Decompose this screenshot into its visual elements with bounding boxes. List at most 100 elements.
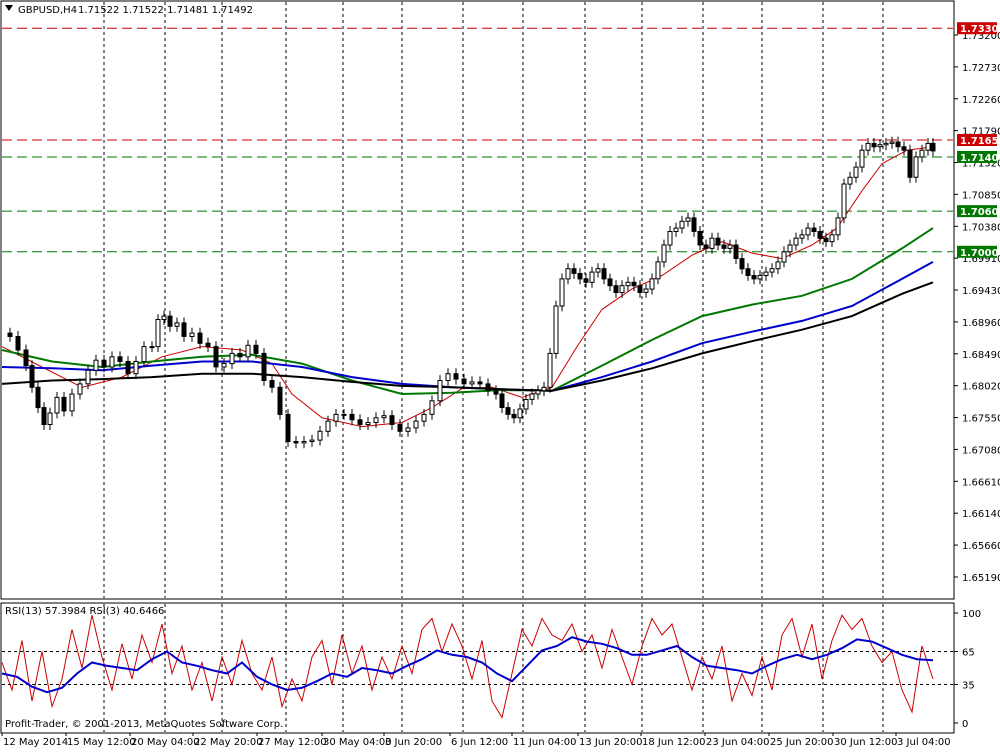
candle-body-43 <box>325 420 331 432</box>
rsi-tick-label-3: 0 <box>962 719 968 730</box>
candle-body-66 <box>505 407 511 415</box>
candle-body-82 <box>601 268 607 280</box>
candle-body-44 <box>333 413 339 422</box>
main-panel-frame <box>0 0 955 600</box>
level-tag-0 <box>957 22 997 35</box>
moving-averages <box>1 146 934 428</box>
candle-body-24 <box>174 322 180 327</box>
candle-body-30 <box>221 363 227 368</box>
candle-body-49 <box>373 417 379 423</box>
candle-body-135 <box>919 149 925 158</box>
time-tick-label-1: 15 May 12:00 <box>67 737 136 748</box>
candle-body-85 <box>619 285 625 294</box>
candle-body-71 <box>535 390 541 395</box>
time-tick-label-0: 12 May 2014 <box>3 737 68 748</box>
candle-body-14 <box>101 359 107 368</box>
rsi-tick-label-2: 35 <box>962 681 975 692</box>
candle-body-41 <box>309 439 315 443</box>
rsi-panel-frame <box>0 602 955 734</box>
time-tick-label-3: 22 May 20:00 <box>194 737 263 748</box>
level-tag-label-2: 1.71400 <box>960 153 1000 164</box>
candle-body-15 <box>109 356 115 368</box>
time-tick-label-11: 23 Jun 04:00 <box>706 737 770 748</box>
candle-body-133 <box>907 149 913 178</box>
level-tag-3 <box>957 205 997 218</box>
candle-body-45 <box>341 413 347 416</box>
candle-body-19 <box>141 346 147 363</box>
candle-body-56 <box>429 400 435 415</box>
candle-body-129 <box>883 142 889 146</box>
rsi-tick-label-1: 65 <box>962 648 975 659</box>
price-tick-label-9: 1.68960 <box>962 318 1000 329</box>
candle-body-121 <box>835 217 841 236</box>
candle-body-84 <box>613 285 619 294</box>
candle-body-31 <box>229 352 235 365</box>
rsi-axis: 100 65 35 0 <box>954 609 981 730</box>
price-tick-label-4: 1.71320 <box>962 159 1000 170</box>
rsi-fast-line <box>1 614 934 719</box>
candle-body-57 <box>437 380 443 402</box>
candle-body-83 <box>607 278 613 287</box>
price-tick-label-6: 1.70380 <box>962 222 1000 233</box>
candle-body-12 <box>85 369 91 385</box>
price-tick-label-16: 1.65660 <box>962 541 1000 552</box>
candle-body-52 <box>397 424 403 432</box>
candle-body-134 <box>913 156 919 178</box>
time-tick-label-12: 25 Jun 20:00 <box>770 737 834 748</box>
candle-body-96 <box>685 217 691 222</box>
candle-body-92 <box>661 244 667 263</box>
candle-body-5 <box>35 386 41 409</box>
time-tick-label-9: 13 Jun 20:00 <box>579 737 643 748</box>
candle-body-37 <box>277 386 283 415</box>
time-tick-label-5: 30 May 04:00 <box>323 737 392 748</box>
level-tag-label-1: 1.71650 <box>960 136 1000 147</box>
price-tick-label-0: 1.73200 <box>962 31 1000 42</box>
time-tick-label-7: 6 Jun 12:00 <box>451 737 508 748</box>
candle-body-108 <box>757 275 763 280</box>
candle-body-60 <box>461 378 467 385</box>
candle-body-2 <box>15 336 21 351</box>
candle-body-115 <box>799 234 805 239</box>
chart-header-values: 1.71522 1.71522 1.71481 1.71492 <box>78 5 253 16</box>
candle-body-47 <box>357 419 363 425</box>
price-tick-label-11: 1.68020 <box>962 382 1000 393</box>
candle-body-79 <box>583 278 589 283</box>
candle-body-75 <box>559 278 565 307</box>
candle-body-59 <box>453 373 459 380</box>
candle-body-113 <box>787 244 793 253</box>
candle-body-112 <box>781 251 787 263</box>
candle-body-64 <box>493 390 499 395</box>
candle-body-100 <box>709 237 715 249</box>
moving-average-0 <box>1 146 934 428</box>
price-axis: 1.73200 1.72730 1.72260 1.71790 1.71320 1.708… <box>954 31 1000 584</box>
candle-body-7 <box>47 412 53 425</box>
level-tag-label-3: 1.70600 <box>960 207 1000 218</box>
candle-body-48 <box>365 422 371 425</box>
candle-body-32 <box>237 352 243 358</box>
candle-body-4 <box>29 365 35 388</box>
candle-body-40 <box>301 441 307 444</box>
candle-body-120 <box>829 234 835 243</box>
candle-body-68 <box>517 408 523 419</box>
candle-body-89 <box>643 288 649 293</box>
candle-body-69 <box>523 399 529 410</box>
candle-body-111 <box>775 261 781 270</box>
candle-body-94 <box>673 227 679 233</box>
time-tick-label-2: 20 May 04:00 <box>131 737 200 748</box>
chart-menu-icon[interactable] <box>5 5 13 11</box>
time-tick-label-13: 30 Jun 12:00 <box>834 737 898 748</box>
candle-body-17 <box>125 361 131 375</box>
candle-body-54 <box>413 420 419 429</box>
candle-body-77 <box>571 268 577 274</box>
candle-body-6 <box>41 407 47 426</box>
price-tick-label-8: 1.69430 <box>962 286 1000 297</box>
candle-body-110 <box>769 268 775 273</box>
time-tick-label-14: 3 Jul 04:00 <box>897 737 951 748</box>
candle-body-76 <box>565 268 571 280</box>
time-tick-label-6: 3 Jun 20:00 <box>385 737 442 748</box>
time-tick-label-4: 27 May 12:00 <box>258 737 327 748</box>
candle-body-105 <box>739 258 745 270</box>
candle-body-25 <box>181 322 187 337</box>
